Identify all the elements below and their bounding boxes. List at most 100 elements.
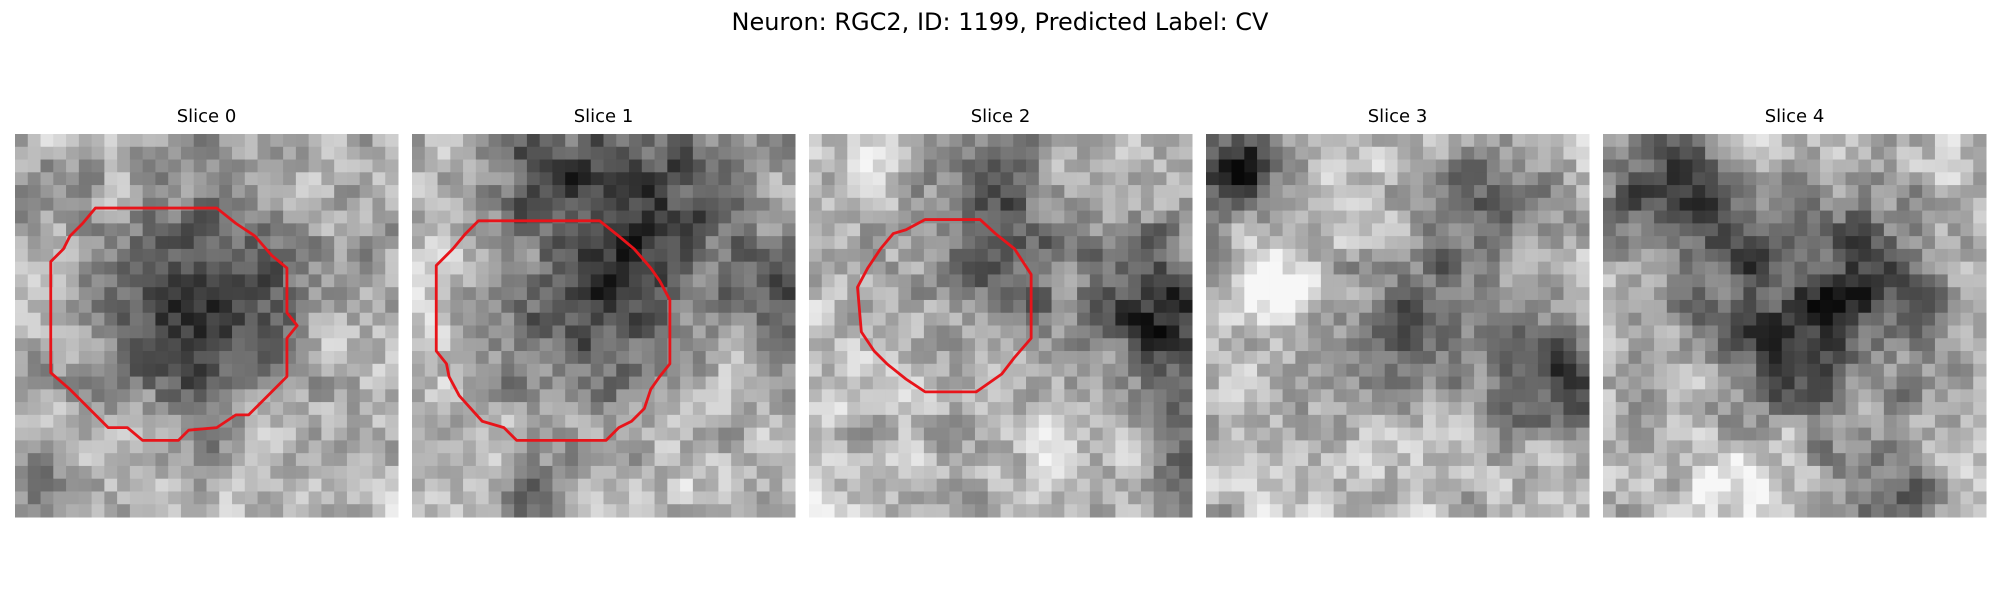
pixel <box>1807 363 1821 378</box>
pixel <box>1807 223 1821 237</box>
pixel <box>1641 146 1655 161</box>
pixel <box>27 223 42 237</box>
pixel <box>1269 363 1284 378</box>
pixel <box>1102 491 1116 505</box>
pixel <box>1512 248 1526 263</box>
pixel <box>142 210 156 224</box>
pixel <box>1947 453 1961 467</box>
pixel <box>962 146 976 161</box>
pixel <box>1448 504 1462 518</box>
pixel <box>667 261 681 275</box>
pixel <box>1525 172 1539 186</box>
pixel <box>334 389 348 403</box>
pixel <box>1603 159 1617 173</box>
pixel <box>1807 478 1821 492</box>
pixel <box>1807 351 1821 365</box>
pixel <box>809 261 823 275</box>
pixel <box>1807 414 1821 429</box>
pixel <box>1115 478 1129 492</box>
pixel <box>1435 376 1450 390</box>
pixel <box>53 261 67 275</box>
pixel <box>27 146 42 161</box>
pixel <box>1166 197 1180 212</box>
pixel <box>283 210 297 224</box>
pixel <box>1820 402 1834 416</box>
pixel <box>155 134 169 148</box>
pixel <box>756 478 770 492</box>
pixel <box>1973 223 1987 237</box>
pixel <box>321 274 335 288</box>
pixel <box>1102 274 1116 288</box>
pixel <box>270 453 284 467</box>
pixel <box>1820 414 1834 429</box>
pixel <box>1000 325 1014 339</box>
pixel <box>91 465 105 480</box>
pixel <box>949 197 963 212</box>
pixel <box>616 146 630 161</box>
pixel <box>1077 453 1091 467</box>
pixel <box>1026 146 1040 161</box>
pixel <box>962 185 976 199</box>
pixel <box>359 223 373 237</box>
pixel <box>885 389 899 403</box>
pixel <box>1679 427 1693 441</box>
pixel <box>1026 325 1040 339</box>
pixel <box>321 351 335 365</box>
pixel <box>974 223 989 237</box>
pixel <box>1295 299 1309 314</box>
pixel <box>526 312 541 327</box>
pixel <box>321 491 335 505</box>
pixel <box>1603 197 1617 212</box>
pixel <box>1858 210 1872 224</box>
pixel <box>1333 440 1347 454</box>
pixel <box>974 414 989 429</box>
pixel <box>15 261 29 275</box>
pixel <box>1013 325 1027 339</box>
pixel <box>1871 210 1885 224</box>
pixel <box>667 376 681 390</box>
pixel <box>1320 402 1335 416</box>
pixel <box>1499 197 1513 212</box>
pixel <box>1666 402 1681 416</box>
pixel <box>1666 172 1681 186</box>
pixel <box>834 491 848 505</box>
pixel <box>1384 159 1399 173</box>
pixel <box>526 185 541 199</box>
pixel <box>385 236 399 250</box>
pixel <box>1423 312 1437 327</box>
pixel <box>1705 478 1719 492</box>
pixel <box>244 236 259 250</box>
pixel <box>1320 159 1335 173</box>
pixel <box>1051 351 1065 365</box>
pixel <box>923 325 938 339</box>
pixel <box>782 274 796 288</box>
pixel <box>872 134 887 148</box>
pixel <box>526 159 541 173</box>
pixel <box>270 491 284 505</box>
pixel <box>1832 261 1847 275</box>
pixel <box>756 389 770 403</box>
pixel <box>450 465 464 480</box>
pixel <box>1871 376 1885 390</box>
pixel <box>1871 223 1885 237</box>
pixel <box>974 453 989 467</box>
pixel <box>1666 427 1681 441</box>
pixel <box>539 223 553 237</box>
pixel <box>424 274 439 288</box>
pixel <box>539 465 553 480</box>
pixel <box>1166 427 1180 441</box>
pixel <box>526 223 541 237</box>
pixel <box>142 389 156 403</box>
pixel <box>1295 504 1309 518</box>
pixel <box>270 376 284 390</box>
pixel <box>1051 427 1065 441</box>
pixel <box>603 402 617 416</box>
pixel <box>475 274 490 288</box>
pixel <box>1679 504 1693 518</box>
pixel <box>809 376 823 390</box>
pixel <box>1679 159 1693 173</box>
pixel <box>219 427 233 441</box>
pixel <box>437 287 451 301</box>
pixel <box>680 261 694 275</box>
pixel <box>756 274 770 288</box>
